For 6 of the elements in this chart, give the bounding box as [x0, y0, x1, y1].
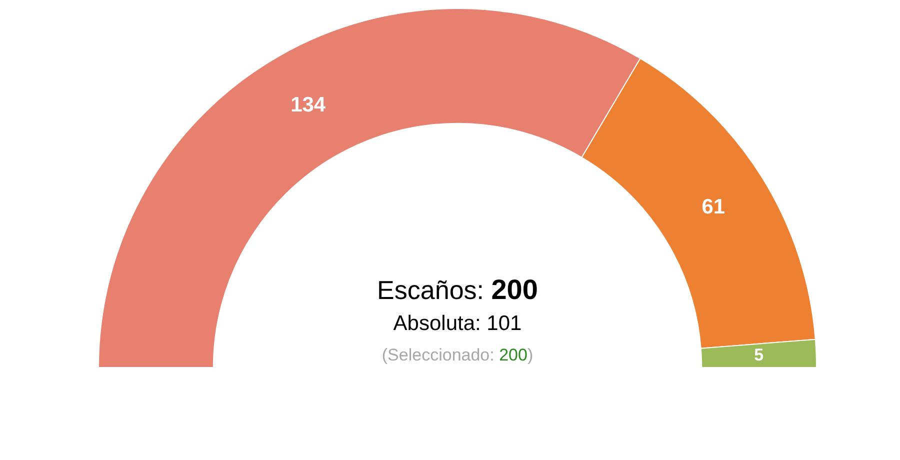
data-label: 134: [290, 93, 326, 116]
text: Escaños: 200: [377, 274, 538, 305]
data-label: 5: [754, 345, 764, 364]
text: Absoluta: 101: [393, 312, 522, 336]
data-label: 61: [702, 196, 726, 219]
text: (Seleccionado: 200): [382, 346, 534, 365]
